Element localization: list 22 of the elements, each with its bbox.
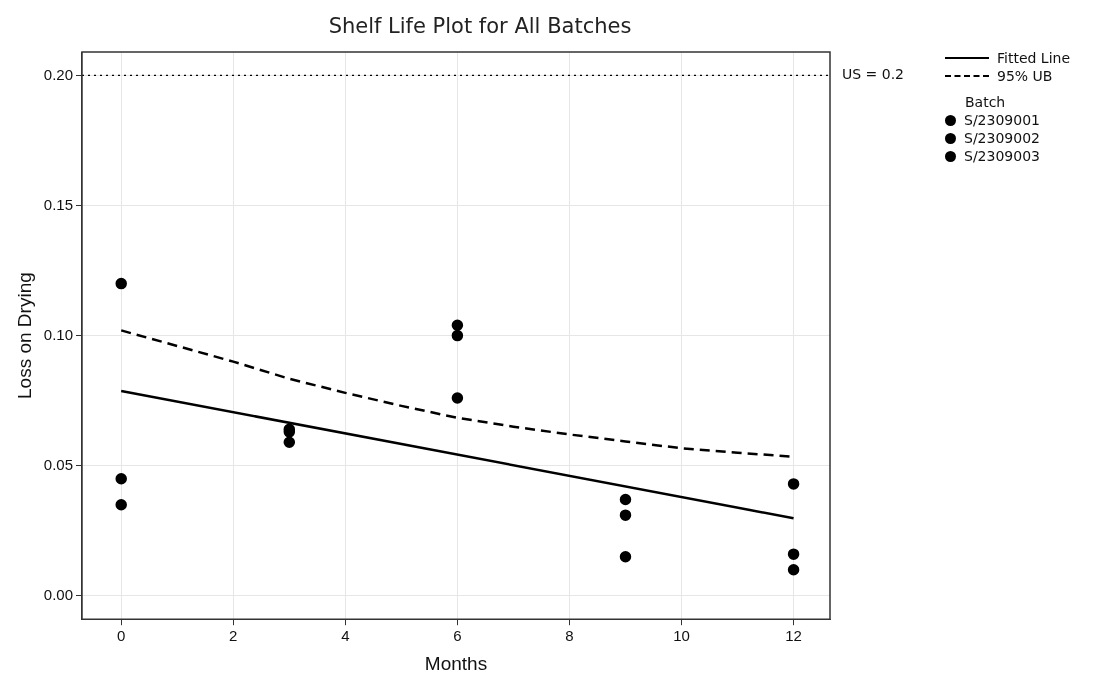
y-tick-label: 0.00 <box>43 585 73 603</box>
x-tick-label: 6 <box>453 627 462 645</box>
x-axis-title: Months <box>424 652 488 674</box>
y-tick-label: 0.20 <box>43 65 73 83</box>
y-tick-label: 0.10 <box>43 325 73 343</box>
legend-label: S/2309003 <box>964 148 1040 164</box>
x-tick-label: 8 <box>565 627 574 645</box>
y-tick-label: 0.05 <box>43 455 73 473</box>
chart-title: Shelf Life Plot for All Batches <box>327 14 633 38</box>
legend-label: S/2309002 <box>964 130 1040 146</box>
legend-label: 95% UB <box>997 68 1053 84</box>
x-tick-label: 0 <box>117 627 126 645</box>
x-tick-label: 10 <box>673 627 690 645</box>
legend-label: Fitted Line <box>997 50 1071 66</box>
x-tick-label: 4 <box>341 627 350 645</box>
x-tick-label: 12 <box>785 627 802 645</box>
y-tick-label: 0.15 <box>43 195 73 213</box>
legend-title: Batch <box>965 94 1007 110</box>
y-axis-title: Loss on Drying <box>13 272 35 399</box>
ref-line-label: US = 0.2 <box>842 66 905 83</box>
x-tick-label: 2 <box>229 627 238 645</box>
legend-label: S/2309001 <box>964 112 1040 128</box>
